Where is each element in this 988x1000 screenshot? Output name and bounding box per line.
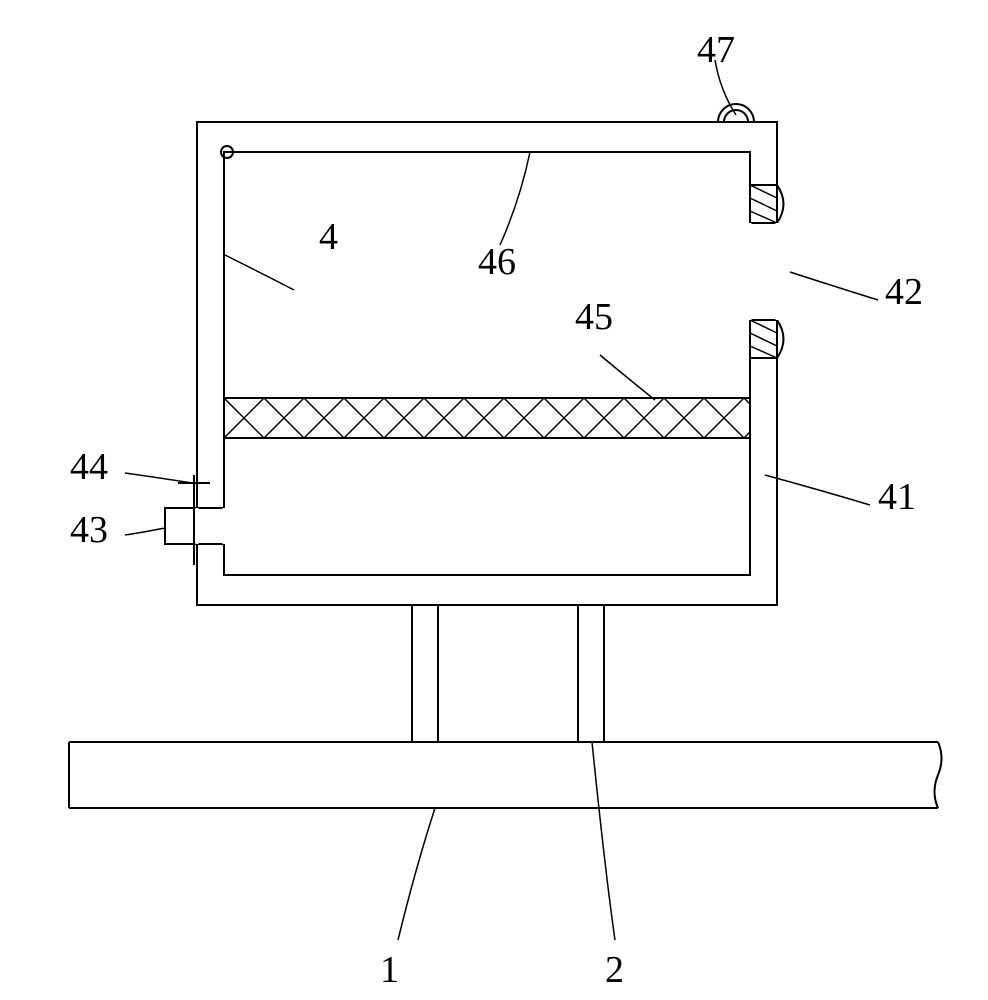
label-1: 1	[380, 948, 399, 992]
inner-box	[224, 152, 750, 575]
leader-41	[765, 475, 870, 505]
leader-43	[125, 528, 165, 535]
handle-47-inner	[724, 110, 748, 122]
technical-diagram	[0, 0, 988, 1000]
leader-1	[398, 808, 435, 940]
thread-element-bottom	[750, 320, 784, 358]
thread-element-top	[750, 185, 784, 223]
label-46: 46	[478, 240, 516, 284]
base-platform	[69, 742, 942, 808]
leader-44	[125, 473, 192, 483]
leader-42	[790, 272, 878, 300]
label-44: 44	[70, 445, 108, 489]
leader-46	[500, 152, 530, 245]
outer-box	[197, 122, 777, 605]
label-47: 47	[697, 28, 735, 72]
outlet-pipe	[165, 475, 224, 565]
label-43: 43	[70, 508, 108, 552]
label-2: 2	[605, 948, 624, 992]
label-42: 42	[885, 270, 923, 314]
leader-2	[592, 742, 615, 940]
label-45: 45	[575, 295, 613, 339]
leader-45	[600, 355, 655, 400]
leader-4	[225, 255, 294, 290]
crosshatch-section	[224, 398, 750, 438]
label-4: 4	[319, 215, 338, 259]
label-41: 41	[878, 475, 916, 519]
